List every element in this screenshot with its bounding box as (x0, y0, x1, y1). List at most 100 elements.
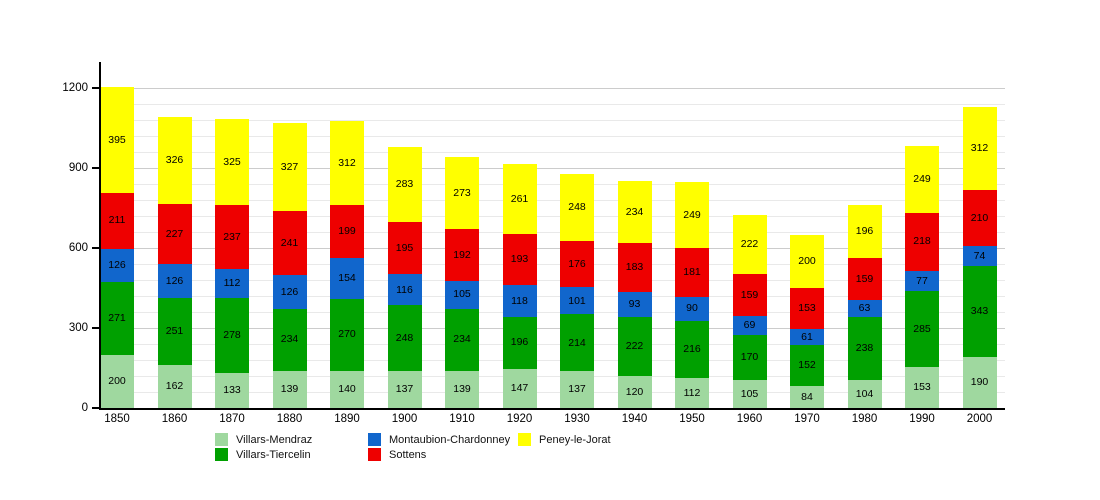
bar-segment-villars-mendraz-1910: 139 (445, 370, 479, 408)
bar-value-label: 273 (453, 186, 471, 199)
bar-segment-peney-le-jorat-1910: 273 (445, 156, 479, 230)
legend-label: Montaubion-Chardonney (389, 433, 511, 446)
x-axis-line (99, 408, 1005, 410)
x-tick-label-2000: 2000 (966, 413, 993, 425)
bar-segment-villars-tiercelin-1870: 278 (215, 298, 249, 373)
x-tick-label-1960: 1960 (736, 413, 763, 425)
bar-segment-peney-le-jorat-1960: 222 (732, 214, 767, 274)
gridline-600 (100, 248, 1005, 249)
bar-value-label: 285 (913, 322, 931, 335)
bar-1970: 84 152 61 153 200 (790, 66, 824, 408)
bar-segment-villars-mendraz-1920: 147 (502, 368, 537, 408)
bar-value-label: 283 (395, 178, 414, 191)
gridline-900 (100, 168, 1005, 169)
bar-segment-montaubion-chardonney-1960: 69 (732, 316, 767, 335)
bar-value-label: 84 (801, 390, 813, 403)
bar-value-label: 112 (683, 386, 701, 399)
gridline-180 (100, 360, 1005, 361)
x-tick-label-1910: 1910 (449, 413, 475, 425)
bar-segment-villars-mendraz-1970: 84 (790, 385, 824, 408)
bar-segment-villars-tiercelin-1880: 234 (272, 308, 307, 371)
y-tick-label-0: 0 (81, 402, 88, 414)
bar-segment-sottens-1880: 241 (272, 210, 307, 275)
gridline-660 (100, 232, 1005, 233)
y-tick-label-1200: 1200 (62, 82, 88, 94)
bar-value-label: 162 (165, 380, 184, 393)
bar-segment-villars-tiercelin-1860: 251 (157, 297, 192, 365)
bar-1910: 139 234 105 192 273 (445, 66, 479, 408)
bar-segment-montaubion-chardonney-1920: 118 (502, 285, 537, 317)
bar-value-label: 234 (453, 333, 471, 346)
bar-1880: 139 234 126 241 327 (272, 66, 307, 408)
bar-segment-villars-mendraz-1890: 140 (330, 370, 364, 408)
bar-segment-villars-mendraz-1880: 139 (272, 370, 307, 408)
gridline-960 (100, 152, 1005, 153)
bar-value-label: 278 (223, 329, 241, 342)
bar-value-label: 395 (108, 133, 126, 146)
bar-value-label: 126 (165, 274, 184, 287)
bar-segment-peney-le-jorat-1990: 249 (905, 146, 939, 213)
bar-value-label: 249 (913, 173, 931, 186)
bar-segment-montaubion-chardonney-1880: 126 (272, 274, 307, 309)
legend-swatch (368, 433, 381, 446)
bar-segment-villars-mendraz-1870: 133 (215, 372, 249, 408)
bar-value-label: 271 (108, 312, 126, 325)
bar-value-label: 234 (280, 333, 299, 346)
y-tick-mark-0 (92, 407, 99, 409)
bar-segment-peney-le-jorat-1870: 325 (215, 118, 249, 206)
bar-value-label: 105 (740, 387, 759, 400)
bar-segment-peney-le-jorat-1980: 196 (847, 205, 882, 258)
bar-segment-villars-mendraz-1850: 200 (100, 354, 134, 408)
bar-segment-peney-le-jorat-1930: 248 (560, 174, 594, 241)
bar-value-label: 192 (453, 248, 471, 261)
bar-segment-montaubion-chardonney-1890: 154 (330, 257, 364, 299)
x-tick-label-1920: 1920 (506, 413, 533, 425)
legend-label: Villars-Mendraz (236, 433, 313, 446)
bar-segment-peney-le-jorat-1920: 261 (502, 164, 537, 234)
bar-2000: 190 343 74 210 312 (962, 66, 997, 408)
bar-value-label: 152 (798, 359, 816, 372)
bar-value-label: 222 (740, 238, 759, 251)
x-tick-label-1850: 1850 (104, 413, 130, 425)
bar-value-label: 69 (743, 319, 756, 332)
bar-segment-villars-tiercelin-1990: 285 (905, 291, 939, 368)
bar-value-label: 140 (338, 383, 356, 396)
bar-segment-peney-le-jorat-1850: 395 (100, 87, 134, 193)
bar-value-label: 261 (510, 192, 529, 205)
bar-value-label: 105 (453, 288, 471, 301)
bar-value-label: 112 (223, 277, 241, 290)
bar-segment-villars-mendraz-1980: 104 (847, 380, 882, 408)
x-tick-label-1970: 1970 (794, 413, 820, 425)
bar-1920: 147 196 118 193 261 (502, 66, 537, 408)
bar-segment-villars-tiercelin-1850: 271 (100, 282, 134, 355)
bar-value-label: 190 (970, 376, 989, 389)
bar-value-label: 214 (568, 336, 586, 349)
legend-item-villars-tiercelin: Villars-Tiercelin (215, 448, 311, 461)
bar-value-label: 312 (970, 142, 989, 155)
bar-value-label: 133 (223, 384, 241, 397)
legend-label: Sottens (389, 448, 427, 461)
bar-value-label: 199 (338, 224, 356, 237)
gridline-1200 (100, 88, 1005, 89)
x-tick-label-1890: 1890 (334, 413, 360, 425)
bar-1980: 104 238 63 159 196 (847, 66, 882, 408)
gridline-1140 (100, 104, 1005, 105)
y-tick-mark-1200 (92, 87, 99, 89)
bar-value-label: 216 (683, 343, 701, 356)
bar-segment-montaubion-chardonney-2000: 74 (962, 246, 997, 266)
plot-area: 200 271 126 211 395 162 251 126 227 326 133 278 112 2… (100, 66, 1005, 408)
bar-value-label: 237 (223, 230, 241, 243)
bar-value-label: 183 (625, 261, 644, 274)
bar-segment-villars-mendraz-1900: 137 (387, 371, 422, 408)
gridline-720 (100, 216, 1005, 217)
bar-value-label: 196 (510, 336, 529, 349)
bar-1900: 137 248 116 195 283 (387, 66, 422, 408)
bar-segment-villars-mendraz-1960: 105 (732, 380, 767, 408)
bar-value-label: 77 (916, 274, 928, 287)
bar-segment-sottens-1940: 183 (617, 243, 652, 292)
bar-value-label: 139 (453, 383, 471, 396)
bar-segment-montaubion-chardonney-1860: 126 (157, 264, 192, 298)
bar-value-label: 139 (280, 383, 299, 396)
bar-segment-montaubion-chardonney-1940: 93 (617, 292, 652, 317)
bar-segment-sottens-1980: 159 (847, 257, 882, 300)
